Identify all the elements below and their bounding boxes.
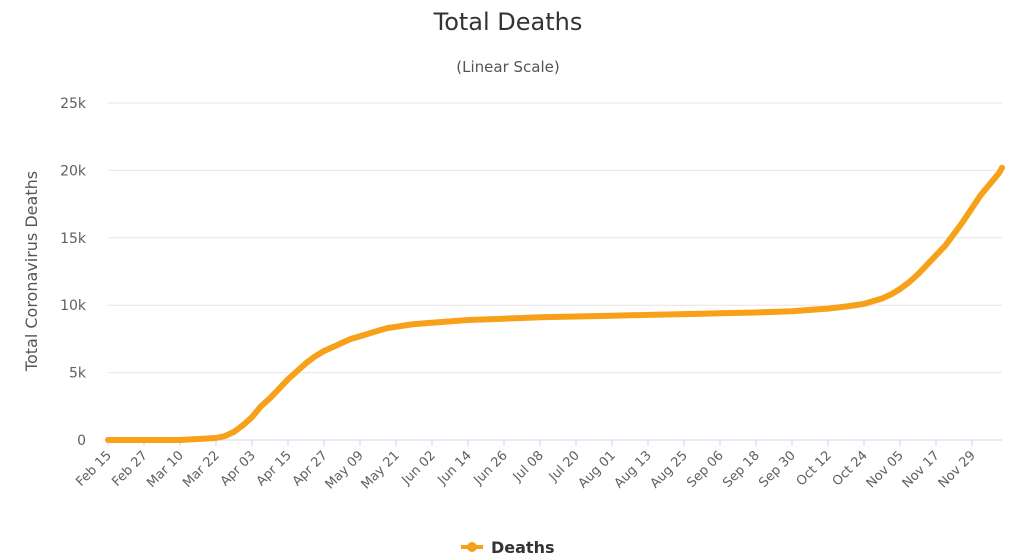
x-tick-label: Aug 25 (648, 448, 691, 491)
x-tick-label: Nov 17 (900, 448, 943, 491)
legend-item-deaths[interactable]: Deaths (491, 538, 555, 557)
x-tick-label: May 21 (359, 448, 403, 492)
x-tick-label: Feb 15 (73, 448, 115, 490)
x-tick-label: Nov 05 (864, 448, 907, 491)
y-tick-label: 5k (69, 366, 87, 382)
x-tick-label: Oct 24 (830, 448, 871, 489)
x-tick-label: Jun 02 (399, 448, 439, 488)
y-tick-label: 25k (60, 96, 87, 112)
series-line-deaths[interactable] (105, 164, 1005, 443)
x-tick-label: Sep 06 (684, 448, 727, 491)
legend-marker-symbol (467, 542, 477, 552)
x-tick-label: Mar 10 (144, 448, 187, 491)
x-tick-label: Mar 22 (180, 448, 223, 491)
x-tick-label: Aug 01 (576, 448, 619, 491)
x-tick-label: Apr 15 (254, 448, 295, 489)
x-tick-label: Apr 03 (218, 448, 259, 489)
y-tick-label: 10k (60, 298, 87, 314)
x-tick-label: Feb 27 (109, 448, 151, 490)
y-axis-ticks: 0 5k 10k 15k 20k 25k (60, 96, 87, 449)
y-axis-label: Total Coronavirus Deaths (22, 171, 41, 372)
legend[interactable]: Deaths (461, 538, 555, 557)
x-tick-label: Aug 13 (612, 448, 655, 491)
y-tick-label: 20k (60, 163, 87, 179)
x-tick-label: Jul 08 (510, 448, 547, 485)
x-tick-label: Sep 18 (720, 448, 763, 491)
y-tick-label: 0 (77, 433, 86, 449)
x-tick-label: Jun 26 (471, 448, 511, 488)
chart-title: Total Deaths (433, 8, 583, 36)
grid-lines (108, 102, 1002, 374)
chart-subtitle: (Linear Scale) (456, 58, 559, 76)
x-tick-label: Sep 30 (756, 448, 799, 491)
series-layer (105, 164, 1005, 443)
x-tick-label: May 09 (323, 448, 367, 492)
y-tick-label: 15k (60, 231, 87, 247)
x-tick-label: Nov 29 (936, 448, 979, 491)
x-tick-label: Jun 14 (435, 448, 475, 488)
x-tick-label: Oct 12 (794, 448, 835, 489)
